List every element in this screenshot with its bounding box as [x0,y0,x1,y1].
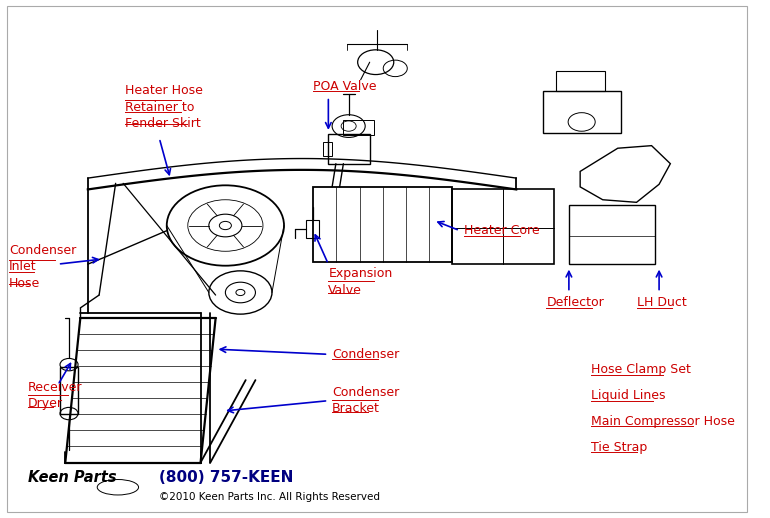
Text: Heater Core: Heater Core [464,224,539,237]
Text: Heater Hose
Retainer to
Fender Skirt: Heater Hose Retainer to Fender Skirt [126,84,203,130]
Bar [323,141,332,156]
Text: Deflector: Deflector [547,296,604,309]
Text: LH Duct: LH Duct [637,296,686,309]
Bar [453,190,554,264]
Text: Liquid Lines: Liquid Lines [591,389,666,402]
Bar [556,71,605,91]
Text: Receiver
Dryer: Receiver Dryer [28,381,82,410]
Text: Hose Clamp Set: Hose Clamp Set [591,363,691,376]
Text: Condenser: Condenser [332,348,400,361]
Bar [543,91,621,133]
Text: (800) 757-KEEN: (800) 757-KEEN [159,470,293,484]
Text: Keen Parts: Keen Parts [28,470,116,484]
Text: Condenser
Inlet
Hose: Condenser Inlet Hose [9,244,76,290]
Text: POA Valve: POA Valve [313,80,377,93]
Text: Tie Strap: Tie Strap [591,440,648,454]
Text: ©2010 Keen Parts Inc. All Rights Reserved: ©2010 Keen Parts Inc. All Rights Reserve… [159,492,380,502]
Bar [569,205,655,264]
Text: Main Compressor Hose: Main Compressor Hose [591,415,735,428]
Bar [328,134,370,164]
Bar [313,187,453,262]
Bar [306,220,320,238]
Text: Condenser
Bracket: Condenser Bracket [332,386,400,415]
Bar [343,120,374,135]
Text: Expansion
Valve: Expansion Valve [328,267,393,297]
Bar [60,367,78,413]
